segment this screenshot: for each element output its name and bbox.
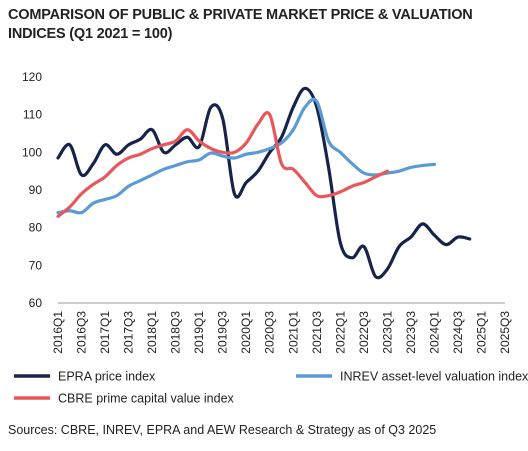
x-tick-label: 2023Q3 bbox=[404, 311, 418, 354]
x-tick-label: 2019Q3 bbox=[216, 311, 230, 354]
x-tick-label: 2025Q3 bbox=[498, 311, 512, 354]
x-tick-label: 2020Q3 bbox=[263, 311, 277, 354]
series-line-1 bbox=[56, 86, 472, 280]
y-tick-label: 120 bbox=[22, 70, 42, 84]
series-line-2 bbox=[56, 97, 437, 215]
x-tick-label: 2016Q1 bbox=[51, 311, 65, 354]
x-axis: 2016Q1 2016Q3 2017Q1 2017Q3 2018Q1 2018Q3 2019… bbox=[51, 302, 512, 354]
y-axis: 60 70 80 90 100 110 120 bbox=[22, 70, 42, 310]
series-line-3 bbox=[56, 111, 389, 218]
x-tick-label: 2018Q3 bbox=[169, 311, 183, 354]
y-tick-label: 60 bbox=[29, 296, 43, 310]
x-tick-label: 2022Q1 bbox=[333, 311, 347, 354]
x-tick-label: 2017Q1 bbox=[98, 311, 112, 354]
legend-label: INREV asset-level valuation index bbox=[340, 370, 528, 384]
x-tick-label: 2024Q3 bbox=[451, 311, 465, 354]
legend: EPRA price index INREV asset-level valuat… bbox=[14, 370, 528, 406]
x-tick-label: 2016Q3 bbox=[75, 311, 89, 354]
x-tick-label: 2022Q3 bbox=[357, 311, 371, 354]
x-tick-label: 2019Q1 bbox=[192, 311, 206, 354]
y-tick-label: 80 bbox=[29, 221, 43, 235]
legend-label: CBRE prime capital value index bbox=[58, 392, 235, 406]
y-tick-label: 90 bbox=[29, 183, 43, 197]
x-tick-label: 2025Q1 bbox=[474, 311, 488, 354]
x-tick-label: 2021Q3 bbox=[310, 311, 324, 354]
y-tick-label: 110 bbox=[23, 108, 42, 122]
x-tick-label: 2023Q1 bbox=[380, 311, 394, 354]
source-note: Sources: CBRE, INREV, EPRA and AEW Resea… bbox=[8, 423, 437, 437]
y-tick-label: 100 bbox=[22, 145, 42, 159]
chart-title: COMPARISON OF PUBLIC & PRIVATE MARKET PR… bbox=[8, 7, 473, 42]
legend-label: EPRA price index bbox=[58, 370, 156, 384]
series-lines bbox=[56, 86, 472, 280]
x-tick-label: 2017Q3 bbox=[122, 311, 136, 354]
x-tick-label: 2021Q1 bbox=[286, 311, 300, 354]
x-tick-label: 2024Q1 bbox=[427, 311, 441, 354]
x-tick-label: 2018Q1 bbox=[145, 311, 159, 354]
y-tick-label: 70 bbox=[29, 258, 43, 272]
x-tick-label: 2020Q1 bbox=[239, 311, 253, 354]
